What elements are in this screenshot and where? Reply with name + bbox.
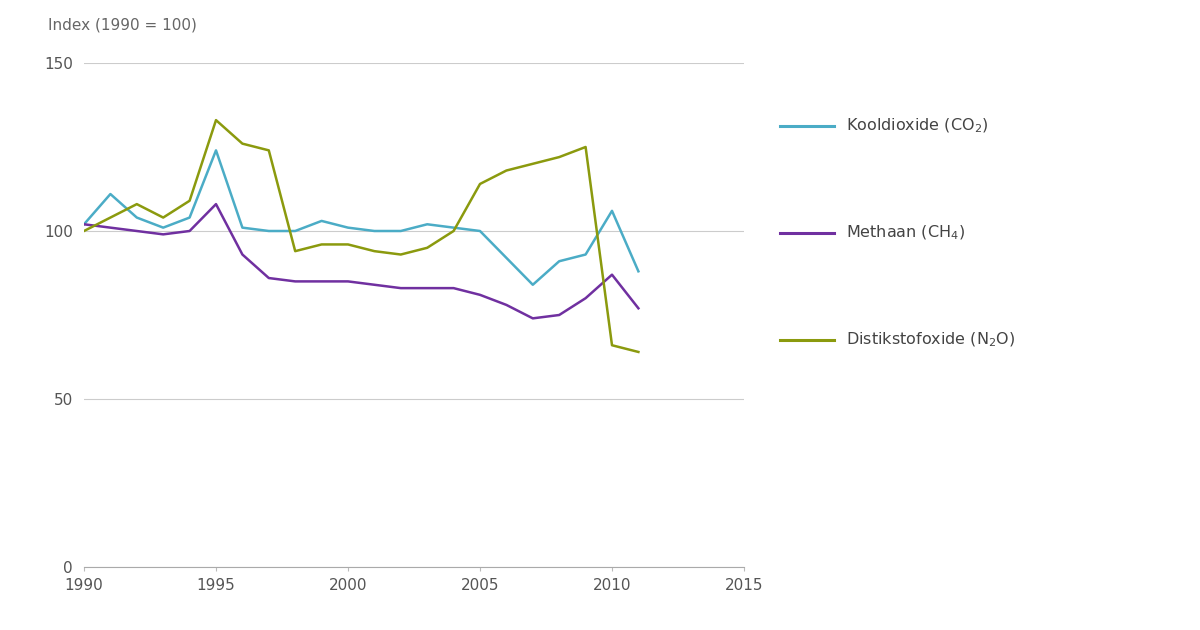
Text: Kooldioxide (CO$_2$): Kooldioxide (CO$_2$) <box>846 117 989 135</box>
Text: Distikstofoxide (N$_2$O): Distikstofoxide (N$_2$O) <box>846 331 1015 350</box>
Text: Index (1990 = 100): Index (1990 = 100) <box>48 18 197 33</box>
Text: Methaan (CH$_4$): Methaan (CH$_4$) <box>846 224 965 243</box>
